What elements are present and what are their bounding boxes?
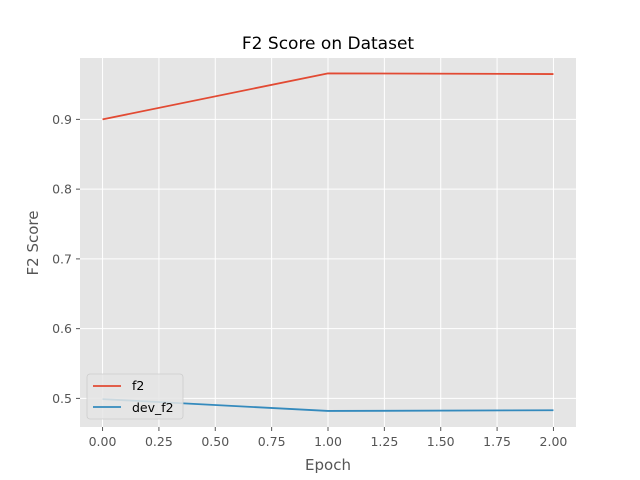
series-line-f2	[102, 72, 554, 121]
x-axis-label: Epoch	[305, 456, 351, 474]
x-tick-label-2: 0.50	[201, 434, 229, 449]
y-ticks: 0.5 0.6 0.7 0.8 0.9	[52, 112, 80, 406]
x-tick-label-8: 2.00	[540, 434, 568, 449]
y-axis-label: F2 Score	[24, 211, 42, 276]
legend: f2 dev_f2	[86, 373, 184, 420]
x-tick-label-0: 0.00	[89, 434, 117, 449]
y-tick-label-4: 0.9	[52, 112, 72, 127]
y-tick-label-1: 0.6	[52, 321, 72, 336]
chart-title: F2 Score on Dataset	[242, 34, 415, 54]
x-tick-label-4: 1.00	[314, 434, 342, 449]
y-tick-label-2: 0.7	[52, 251, 72, 266]
y-tick-label-3: 0.8	[52, 182, 72, 197]
x-tick-label-6: 1.50	[427, 434, 455, 449]
legend-label-f2: f2	[132, 378, 144, 393]
x-tick-label-5: 1.25	[370, 434, 398, 449]
x-tick-label-7: 1.75	[483, 434, 511, 449]
x-tick-label-3: 0.75	[258, 434, 286, 449]
grid-y	[80, 118, 576, 399]
y-tick-label-0: 0.5	[52, 391, 72, 406]
legend-label-dev-f2: dev_f2	[132, 400, 174, 415]
x-ticks: 0.00 0.25 0.50 0.75 1.00 1.25 1.50 1.75 2.00	[89, 427, 568, 449]
x-tick-label-1: 0.25	[145, 434, 173, 449]
